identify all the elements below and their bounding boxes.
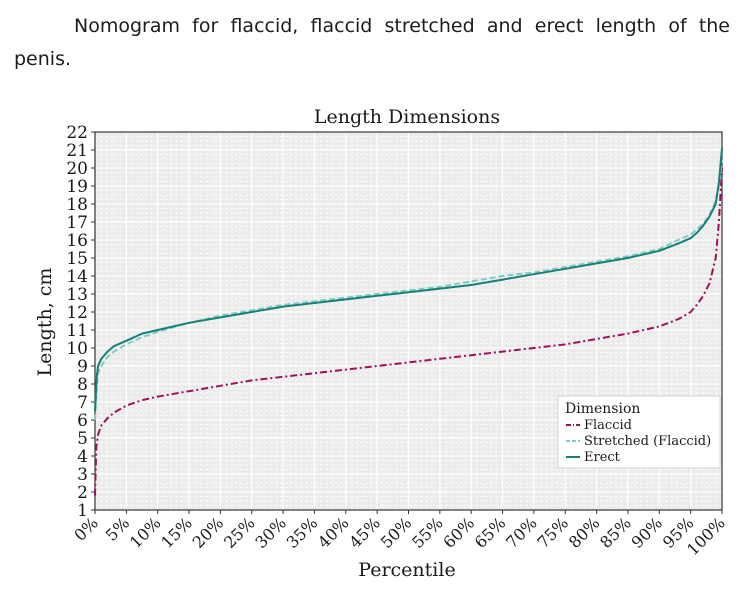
y-tick-label: 13 xyxy=(66,285,88,305)
x-tick-label: 75% xyxy=(533,513,572,552)
x-tick-label: 60% xyxy=(439,513,478,552)
y-tick-label: 2 xyxy=(77,483,88,503)
legend-entry-label: Erect xyxy=(584,450,621,465)
y-tick-label: 20 xyxy=(66,159,88,179)
x-tick-label: 35% xyxy=(283,513,322,552)
series-line-erect xyxy=(94,148,723,412)
y-tick-label: 3 xyxy=(77,465,88,485)
y-tick-label: 19 xyxy=(66,177,88,197)
x-tick-label: 40% xyxy=(314,513,353,552)
x-tick-label: 80% xyxy=(565,513,604,552)
x-tick-label: 70% xyxy=(502,513,541,552)
y-tick-label: 5 xyxy=(77,429,88,449)
y-tick-label: 22 xyxy=(66,123,88,143)
x-tick-label: 15% xyxy=(157,513,196,552)
y-tick-label: 21 xyxy=(66,141,88,161)
y-tick-label: 16 xyxy=(66,231,88,251)
x-tick-label: 85% xyxy=(596,513,635,552)
legend-box xyxy=(557,395,721,469)
x-tick-label: 65% xyxy=(471,513,510,552)
x-tick-label: 25% xyxy=(220,513,259,552)
x-tick-label: 90% xyxy=(628,513,667,552)
x-tick-label: 30% xyxy=(251,513,290,552)
series-line-flaccid xyxy=(94,167,723,496)
y-tick-label: 4 xyxy=(77,447,88,467)
y-tick-label: 15 xyxy=(66,249,88,269)
y-tick-label: 14 xyxy=(66,267,88,287)
series-line-stretched-flaccid xyxy=(94,158,723,421)
y-tick-label: 6 xyxy=(77,411,88,431)
y-tick-label: 18 xyxy=(66,195,88,215)
legend-title: Dimension xyxy=(565,401,640,417)
y-axis-label: Length, cm xyxy=(34,268,56,377)
x-axis-label: Percentile xyxy=(358,559,455,581)
y-tick-label: 1 xyxy=(77,501,88,521)
y-tick-label: 10 xyxy=(66,339,88,359)
y-tick-label: 7 xyxy=(77,393,88,413)
figure-caption: Nomogram for flaccid, flaccid stretched … xyxy=(14,15,730,70)
legend-entry-label: Flaccid xyxy=(584,418,632,433)
legend-entry-label: Stretched (Flaccid) xyxy=(584,434,711,449)
y-tick-label: 12 xyxy=(66,303,88,323)
x-tick-label: 10% xyxy=(126,513,165,552)
x-tick-label: 55% xyxy=(408,513,447,552)
x-tick-label: 45% xyxy=(345,513,384,552)
x-tick-label: 50% xyxy=(377,513,416,552)
y-tick-label: 17 xyxy=(66,213,88,233)
y-tick-label: 9 xyxy=(77,357,88,377)
y-tick-label: 8 xyxy=(77,375,88,395)
series-layer xyxy=(94,148,723,496)
x-tick-label: 20% xyxy=(189,513,228,552)
y-tick-label: 11 xyxy=(66,321,88,341)
chart-title: Length Dimensions xyxy=(314,106,500,128)
x-axis: 0% 5%10%15%20%25%30%35%40%45%50%55%60%65%… xyxy=(70,510,729,559)
